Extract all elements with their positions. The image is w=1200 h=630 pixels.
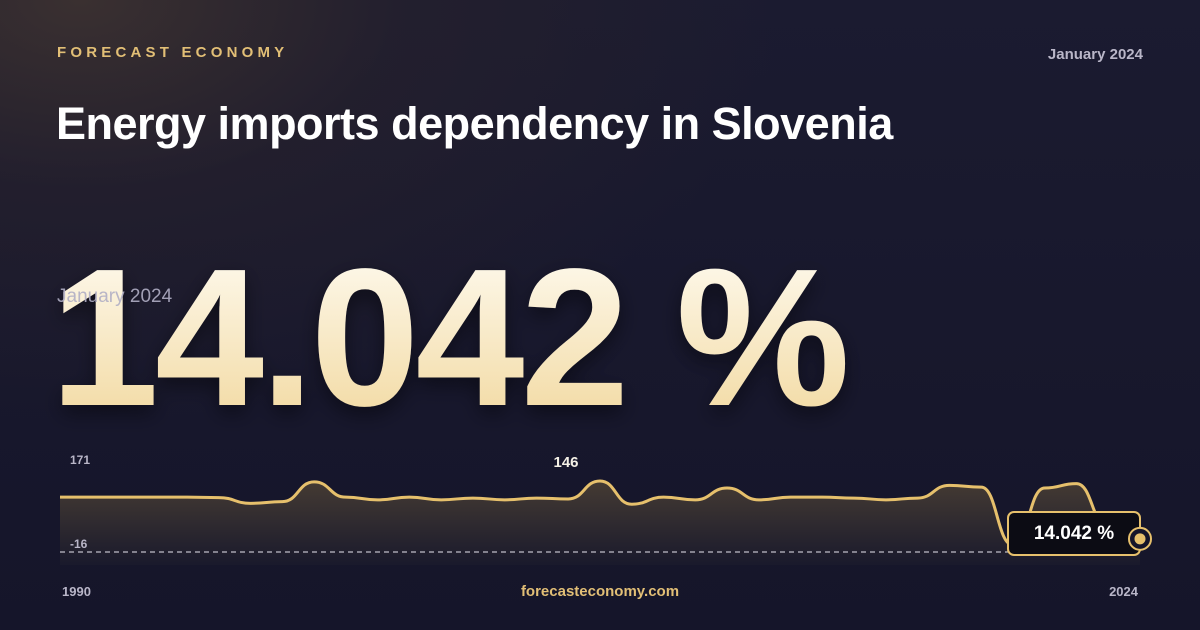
x-tick-label: 2024 bbox=[1109, 584, 1139, 599]
title: Energy imports dependency in Slovenia bbox=[56, 98, 893, 149]
date: January 2024 bbox=[1047, 46, 1143, 63]
y-tick-label: -16 bbox=[70, 537, 88, 551]
line bbox=[60, 479, 1141, 547]
y-tick-label: 171 bbox=[70, 453, 90, 467]
site-url: forecasteconomy.com bbox=[520, 583, 680, 600]
headline-date: January 2024 bbox=[57, 286, 173, 307]
brand: FORECAST ECONOMY bbox=[57, 44, 289, 61]
max-label: 146 bbox=[553, 454, 578, 471]
headline-value: 14.042 % bbox=[50, 228, 846, 447]
end-point bbox=[1134, 533, 1146, 545]
x-tick-label: 1990 bbox=[62, 584, 91, 599]
bubble-label: 14.042 % bbox=[1034, 523, 1114, 544]
area bbox=[60, 480, 1140, 565]
